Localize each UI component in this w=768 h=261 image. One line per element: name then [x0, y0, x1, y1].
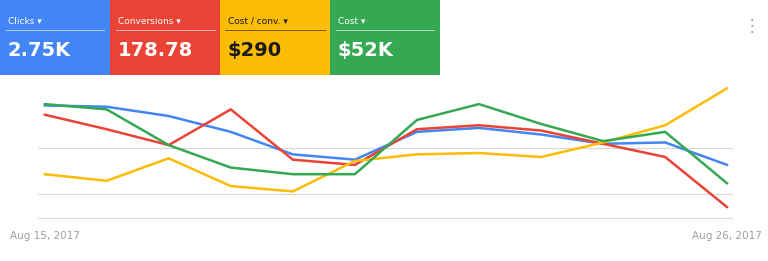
Text: 178.78: 178.78: [118, 41, 193, 60]
Bar: [0, 0, 110, 75]
Text: Clicks ▾: Clicks ▾: [8, 16, 41, 26]
Text: Conversions ▾: Conversions ▾: [118, 16, 180, 26]
Bar: [220, 0, 330, 75]
Text: Cost / conv. ▾: Cost / conv. ▾: [227, 16, 287, 26]
Text: $290: $290: [227, 41, 282, 60]
Text: 2.75K: 2.75K: [8, 41, 71, 60]
Text: $52K: $52K: [338, 41, 393, 60]
Bar: [110, 0, 220, 75]
Text: ⋮: ⋮: [743, 17, 760, 35]
Text: Cost ▾: Cost ▾: [338, 16, 365, 26]
Bar: [330, 0, 440, 75]
